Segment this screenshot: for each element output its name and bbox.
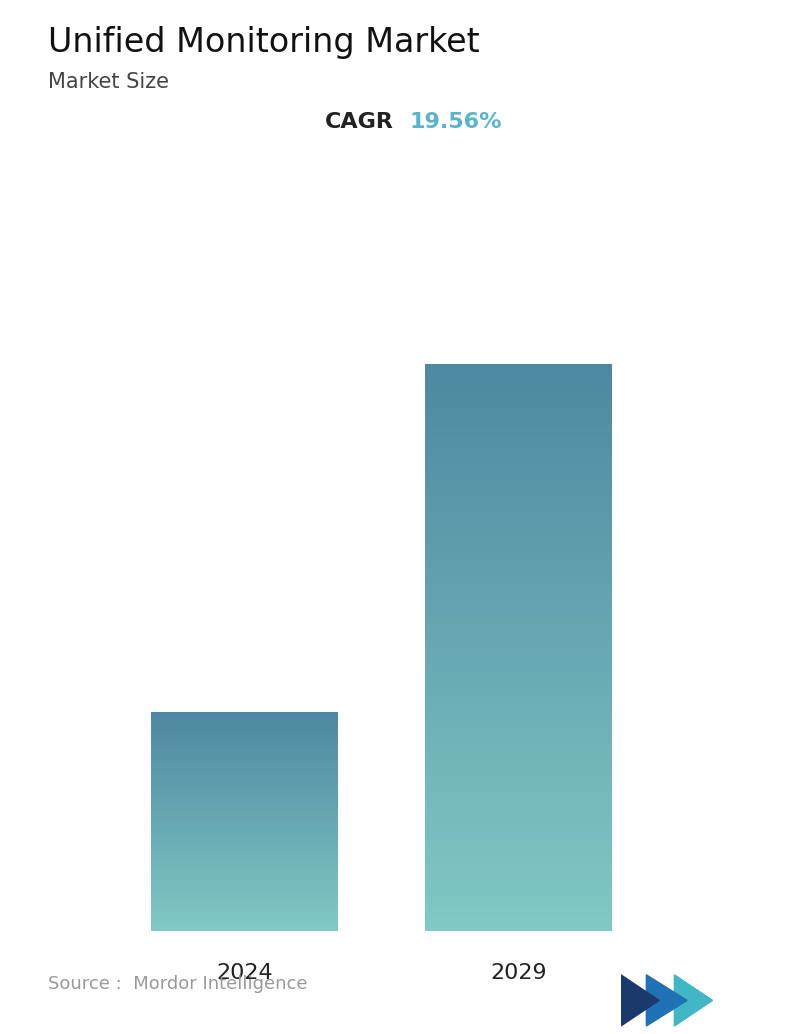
Text: Unified Monitoring Market: Unified Monitoring Market [48,26,479,59]
Text: 2029: 2029 [490,964,547,983]
Polygon shape [646,975,687,1026]
Text: CAGR: CAGR [325,112,394,131]
Text: Source :  Mordor Intelligence: Source : Mordor Intelligence [48,975,307,993]
Polygon shape [674,975,712,1026]
Text: Market Size: Market Size [48,72,169,92]
Polygon shape [621,975,659,1026]
Text: 2024: 2024 [216,964,272,983]
Text: 19.56%: 19.56% [410,112,502,131]
